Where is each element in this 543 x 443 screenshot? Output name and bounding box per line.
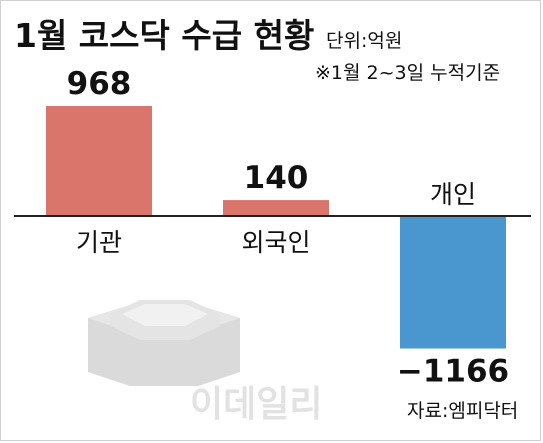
value-label-3: −1166 (397, 354, 509, 390)
category-label-1: 기관 (76, 228, 122, 257)
value-label-2: 140 (244, 160, 309, 196)
period-note: ※1월 2~3일 누적기준 (315, 62, 500, 84)
source-note: 자료:엠피닥터 (407, 400, 518, 422)
watermark-logo: 이데일리 (88, 300, 322, 425)
bar-series (46, 106, 506, 349)
category-label-3: 개인 (430, 180, 476, 209)
bar-1 (46, 106, 152, 216)
watermark-text: 이데일리 (190, 384, 322, 425)
bar-3 (400, 216, 506, 349)
bar-2 (223, 200, 329, 216)
unit-note: 단위:억원 (326, 30, 402, 52)
category-label-2: 외국인 (241, 228, 310, 257)
value-label-1: 968 (67, 66, 132, 102)
bar-labels: 968 기관 140 외국인 −1166 개인 (67, 66, 509, 390)
chart-title: 1월 코스닥 수급 현황 (14, 16, 314, 55)
